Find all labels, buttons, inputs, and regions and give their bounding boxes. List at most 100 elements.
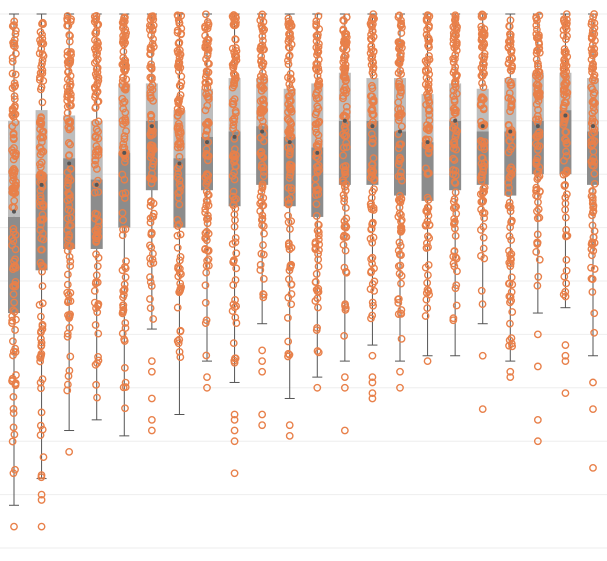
data-point <box>120 40 128 49</box>
data-point <box>396 109 405 117</box>
data-point <box>260 229 268 238</box>
data-point <box>312 108 321 117</box>
data-point <box>560 48 569 57</box>
data-point <box>66 164 75 173</box>
data-point <box>339 151 348 160</box>
data-point <box>340 71 348 80</box>
outlier-point <box>340 383 349 392</box>
mean-marker <box>563 113 568 118</box>
data-point <box>259 275 268 283</box>
data-point <box>425 23 433 32</box>
data-point <box>65 201 74 209</box>
data-point <box>149 315 158 323</box>
data-point <box>203 125 212 134</box>
data-point <box>64 139 73 147</box>
data-point <box>36 312 45 321</box>
data-point <box>176 137 185 146</box>
data-point <box>147 122 156 131</box>
data-point <box>91 36 99 44</box>
data-point <box>176 143 185 152</box>
data-point <box>118 116 127 125</box>
data-point <box>66 32 74 40</box>
data-point <box>121 324 130 332</box>
data-point <box>451 224 459 233</box>
data-point <box>175 58 184 67</box>
data-point <box>477 286 486 295</box>
data-point <box>535 48 544 57</box>
data-point <box>10 92 19 101</box>
data-point <box>173 28 182 37</box>
data-point <box>450 137 459 146</box>
data-point <box>422 207 431 215</box>
data-point <box>340 51 349 60</box>
data-point <box>36 421 45 430</box>
data-point <box>506 16 515 25</box>
data-point <box>535 213 544 222</box>
data-point <box>37 473 46 482</box>
data-point <box>394 116 403 125</box>
data-point <box>8 374 17 383</box>
outlier-point <box>147 426 156 435</box>
data-point <box>396 261 405 270</box>
data-point <box>176 252 185 261</box>
data-point <box>394 160 403 169</box>
data-point <box>37 408 46 417</box>
data-point <box>285 150 294 159</box>
data-point <box>423 56 432 64</box>
data-point <box>284 14 293 23</box>
data-point <box>10 17 19 26</box>
data-point <box>342 13 351 22</box>
data-point <box>286 74 295 83</box>
data-point <box>314 161 323 170</box>
data-point <box>36 116 45 125</box>
data-point <box>286 165 294 174</box>
data-point <box>38 299 47 308</box>
data-point <box>424 243 432 252</box>
data-point <box>90 188 99 197</box>
data-point <box>588 187 597 195</box>
outlier-point <box>258 410 267 419</box>
outlier-point <box>533 437 542 446</box>
data-point <box>120 135 129 143</box>
data-point <box>259 27 267 36</box>
data-point <box>396 51 405 60</box>
data-point <box>588 251 596 260</box>
data-point <box>204 171 213 180</box>
data-point <box>367 21 376 30</box>
data-point <box>63 246 72 255</box>
data-point <box>505 30 514 39</box>
data-point <box>173 11 182 20</box>
data-point <box>118 209 127 217</box>
mean-marker <box>535 124 540 129</box>
data-point <box>38 59 46 68</box>
data-point <box>561 180 570 189</box>
data-point <box>201 298 210 307</box>
data-point <box>397 29 406 37</box>
data-point <box>201 10 210 19</box>
data-point <box>398 176 406 185</box>
data-point <box>173 164 182 173</box>
data-point <box>506 172 514 181</box>
data-point <box>202 268 211 277</box>
data-point <box>202 201 211 209</box>
outlier-point <box>285 431 294 440</box>
data-point <box>93 55 102 64</box>
data-point <box>589 247 598 255</box>
mean-marker <box>480 124 485 129</box>
data-point <box>202 151 211 160</box>
data-point <box>341 168 349 177</box>
data-point <box>121 404 129 413</box>
data-point <box>10 257 18 266</box>
data-point <box>91 90 100 99</box>
data-point <box>146 83 155 92</box>
data-point <box>314 64 323 73</box>
outlier-point <box>589 405 597 414</box>
data-point <box>532 115 540 124</box>
data-point <box>560 56 569 65</box>
data-point <box>477 198 486 206</box>
data-point <box>65 323 74 332</box>
data-point <box>588 288 597 296</box>
data-point <box>562 15 571 24</box>
outlier-point <box>506 373 515 382</box>
data-point <box>532 25 541 34</box>
